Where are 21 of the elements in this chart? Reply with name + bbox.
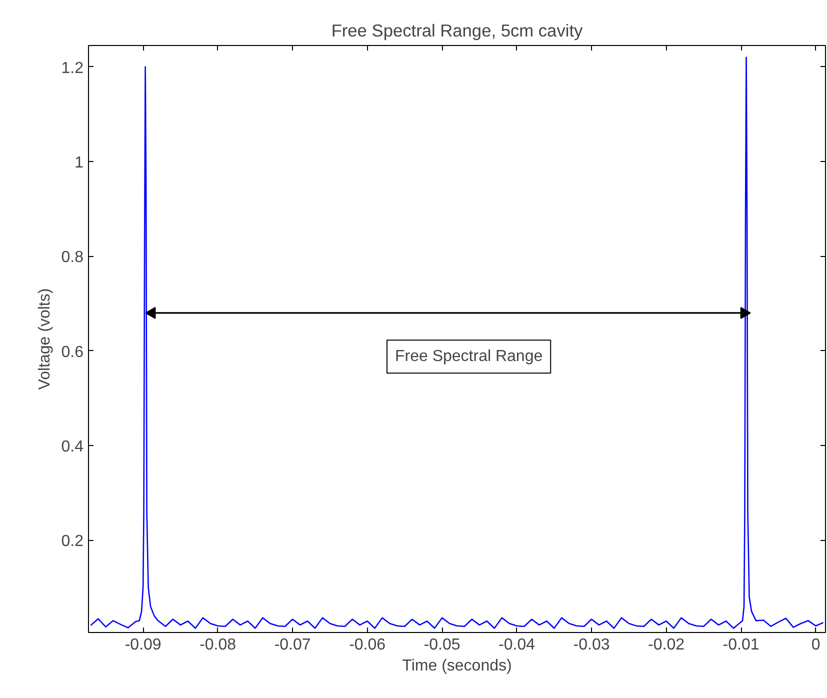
x-tick-label: -0.05 — [424, 636, 460, 654]
y-tick-label: 1 — [74, 154, 84, 172]
x-axis-title: Time (seconds) — [402, 658, 512, 674]
y-tick-label: 0.2 — [61, 533, 84, 550]
y-tick-label: 0.8 — [61, 249, 84, 266]
y-tick-label: 1.2 — [61, 60, 84, 77]
annotation: Free Spectral Range — [394, 348, 543, 366]
x-tick-label: -0.06 — [349, 636, 386, 654]
line-series — [90, 56, 824, 629]
x-tick-label: -0.08 — [200, 636, 236, 654]
y-tick-label: 0.4 — [61, 438, 84, 456]
x-tick-label: -0.03 — [573, 636, 610, 654]
x-tick-label: -0.09 — [124, 636, 162, 654]
x-tick-label: -0.07 — [274, 636, 311, 654]
x-tick-label: -0.04 — [498, 636, 536, 654]
y-tick-label: 0.6 — [61, 344, 84, 361]
x-tick-label: 0 — [811, 636, 820, 654]
chart-title: Free Spectral Range, 5cm cavity — [331, 20, 584, 40]
y-axis-title: Voltage (volts) — [36, 288, 54, 390]
x-tick-label: -0.02 — [648, 636, 685, 654]
x-tick-label: -0.01 — [722, 636, 760, 654]
